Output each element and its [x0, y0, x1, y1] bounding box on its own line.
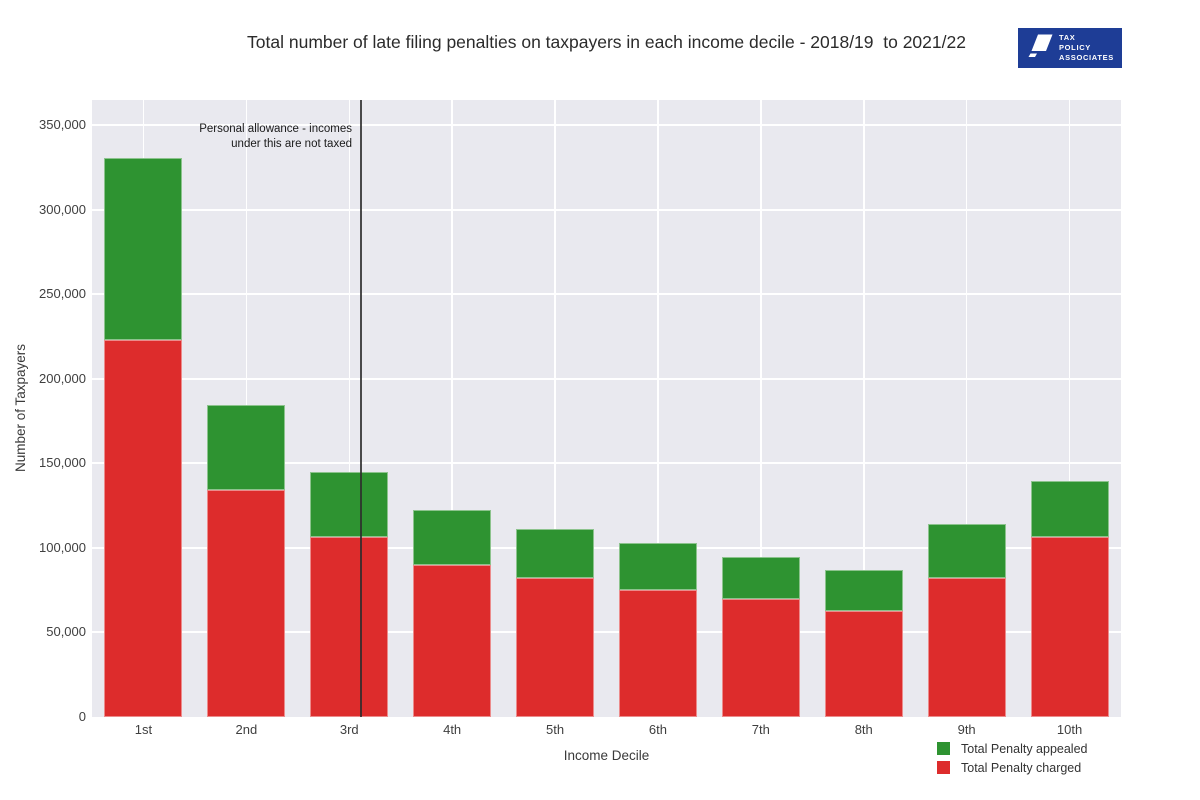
y-tick-label: 150,000 [39, 455, 86, 471]
y-tick-label: 350,000 [39, 117, 86, 133]
x-tick-label-7th: 7th [751, 722, 770, 737]
logo-line-tax: TAX [1059, 32, 1076, 42]
x-axis-ticks: 1st 2nd 3rd 4th 5th 6th 7th 8th 9th 10th [92, 722, 1121, 740]
y-gridline [92, 377, 1121, 380]
bar-segment-appealed-4th[interactable] [413, 510, 492, 565]
bar-segment-appealed-3rd[interactable] [310, 472, 389, 537]
bar-segment-charged-4th[interactable] [413, 565, 492, 717]
logo-line-associates: ASSOCIATES [1059, 53, 1114, 63]
x-tick-label-1st: 1st [134, 722, 153, 737]
bar-segment-appealed-8th[interactable] [824, 570, 903, 611]
y-tick-label: 0 [78, 709, 86, 724]
bar-segment-appealed-2nd[interactable] [207, 405, 286, 490]
personal-allowance-vline [359, 100, 363, 717]
bar-segment-charged-6th[interactable] [618, 590, 697, 717]
y-axis-title: Number of Taxpayers [13, 343, 28, 473]
chart-title: Total number of late filing penalties on… [247, 32, 966, 52]
x-gridline [760, 100, 762, 717]
logo-line-policy: POLICY [1059, 42, 1091, 52]
bar-segment-appealed-10th[interactable] [1030, 481, 1109, 537]
y-tick-label: 100,000 [39, 539, 86, 555]
x-gridline [965, 100, 968, 717]
bar-segment-appealed-7th[interactable] [721, 557, 800, 599]
legend-item-charged[interactable]: Total Penalty charged [937, 758, 1087, 777]
tax-policy-associates-logo: TAX POLICY ASSOCIATES [1018, 28, 1122, 68]
y-tick-label: 200,000 [39, 370, 86, 386]
y-tick-label: 50,000 [46, 624, 86, 640]
logo-text: TAX POLICY ASSOCIATES [1059, 33, 1114, 63]
y-tick-label: 300,000 [39, 201, 86, 217]
personal-allowance-annotation: Personal allowance - incomes under this … [199, 122, 352, 151]
legend: Total Penalty appealed Total Penalty cha… [937, 739, 1087, 777]
x-gridline [451, 100, 453, 717]
bar-segment-charged-7th[interactable] [721, 599, 800, 717]
bar-segment-charged-2nd[interactable] [207, 490, 286, 717]
charged-swatch-icon [937, 761, 950, 774]
x-axis-title: Income Decile [563, 748, 650, 763]
x-gridline [863, 100, 865, 717]
x-tick-label-4th: 4th [443, 722, 462, 737]
x-tick-label-6th: 6th [648, 722, 667, 737]
y-gridline [92, 546, 1121, 549]
bar-segment-appealed-6th[interactable] [618, 543, 697, 590]
y-gridline [92, 208, 1121, 211]
x-tick-label-5th: 5th [546, 722, 565, 737]
y-gridline [92, 631, 1121, 634]
annotation-line-1: Personal allowance - incomes [199, 123, 352, 135]
bar-segment-appealed-9th[interactable] [927, 524, 1006, 578]
x-tick-label-9th: 9th [957, 722, 976, 737]
bar-segment-charged-9th[interactable] [927, 578, 1006, 717]
bar-segment-charged-1st[interactable] [104, 340, 183, 717]
bar-segment-charged-10th[interactable] [1030, 537, 1109, 717]
y-gridline [92, 462, 1121, 465]
x-gridline [1068, 100, 1071, 717]
x-tick-label-10th: 10th [1056, 722, 1083, 737]
legend-item-appealed[interactable]: Total Penalty appealed [937, 739, 1087, 758]
x-gridline [348, 100, 350, 717]
annotation-line-2: under this are not taxed [231, 137, 352, 150]
y-gridline [92, 293, 1121, 296]
x-gridline [554, 100, 556, 717]
bar-segment-charged-5th[interactable] [516, 578, 595, 717]
y-tick-label: 250,000 [39, 286, 86, 302]
bar-segment-charged-8th[interactable] [824, 611, 903, 717]
legend-label: Total Penalty appealed [961, 741, 1088, 756]
appealed-swatch-icon [937, 742, 950, 755]
bar-segment-appealed-5th[interactable] [516, 529, 595, 578]
legend-label: Total Penalty charged [961, 760, 1082, 775]
x-tick-label-3rd: 3rd [339, 722, 359, 737]
x-tick-label-8th: 8th [854, 722, 873, 737]
x-tick-label-2nd: 2nd [235, 722, 258, 737]
bar-segment-appealed-1st[interactable] [104, 158, 183, 340]
bar-segment-charged-3rd[interactable] [310, 537, 389, 717]
y-gridline [92, 124, 1121, 127]
plot-area: Personal allowance - incomes under this … [92, 100, 1121, 717]
logo-mark-icon [1024, 32, 1054, 64]
x-gridline [657, 100, 659, 717]
